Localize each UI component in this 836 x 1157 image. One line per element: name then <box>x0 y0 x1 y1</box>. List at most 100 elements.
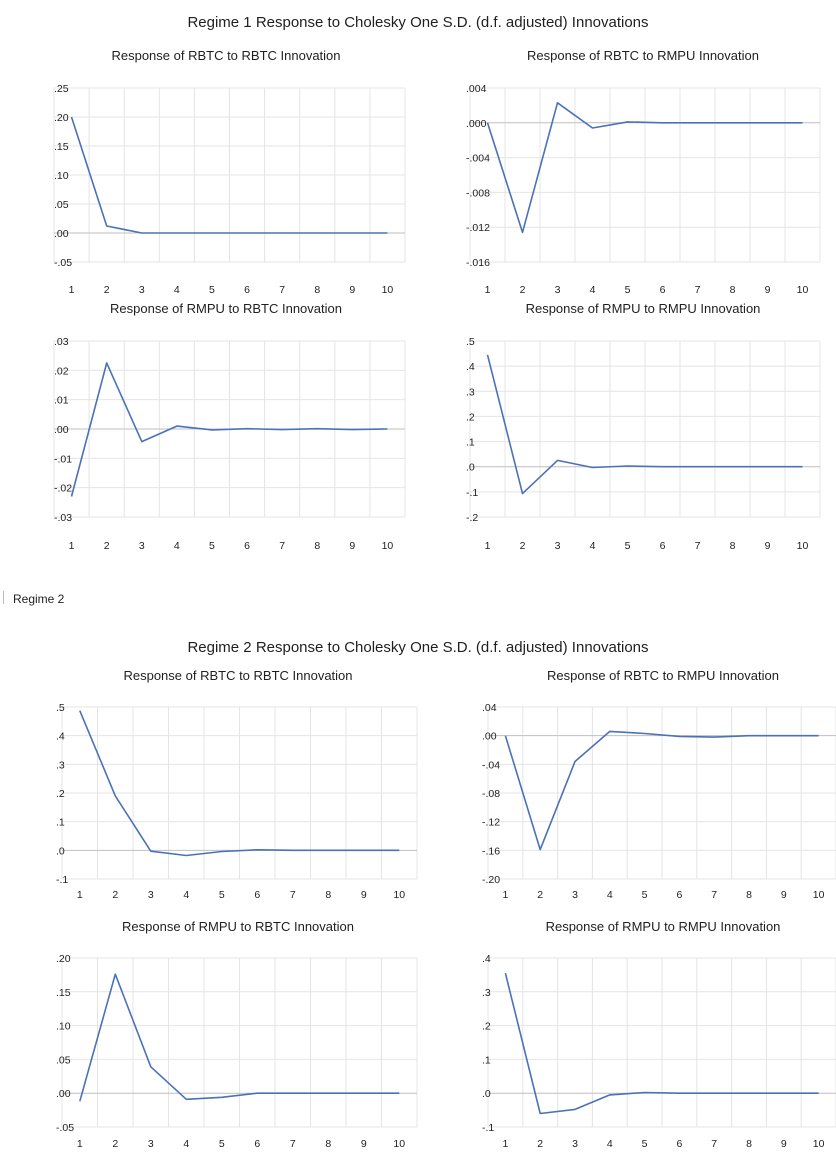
x-tick-label: 7 <box>711 889 717 901</box>
x-tick-label: 8 <box>730 284 736 296</box>
x-tick-label: 6 <box>254 889 260 901</box>
x-tick-label: 3 <box>139 540 145 552</box>
y-tick-label: .5 <box>56 702 65 714</box>
x-tick-label: 3 <box>139 284 145 296</box>
series-line <box>79 710 400 857</box>
x-tick-label: 3 <box>148 1138 154 1150</box>
x-tick-label: 9 <box>361 1138 367 1150</box>
y-tick-label: .3 <box>466 386 475 398</box>
series-line <box>79 973 400 1102</box>
x-tick-label: 1 <box>69 540 75 552</box>
x-tick-label: 10 <box>393 889 405 901</box>
y-tick-label: .20 <box>56 953 71 965</box>
x-tick-label: 9 <box>349 284 355 296</box>
y-tick-label: .00 <box>54 228 69 240</box>
series-line <box>70 362 388 497</box>
y-tick-label: .10 <box>56 1021 71 1033</box>
chart-title: Response of RMPU to RMPU Innovation <box>526 301 761 316</box>
x-tick-label: 10 <box>382 540 394 552</box>
x-tick-label: 10 <box>813 1138 825 1150</box>
y-tick-label: .10 <box>54 170 69 182</box>
chart-panel: Response of RBTC to RMPU Innovation .004.… <box>466 48 821 296</box>
x-tick-label: 10 <box>797 284 809 296</box>
y-tick-label: .2 <box>466 411 475 423</box>
regime2-title: Regime 2 Response to Cholesky One S.D. (… <box>187 639 648 656</box>
x-tick-label: 7 <box>279 284 285 296</box>
x-tick-label: 2 <box>104 540 110 552</box>
x-tick-label: 2 <box>520 284 526 296</box>
y-tick-label: .02 <box>54 365 69 377</box>
x-tick-label: 10 <box>797 540 809 552</box>
x-tick-label: 3 <box>555 284 561 296</box>
x-tick-label: 4 <box>590 540 596 552</box>
chart-title: Response of RBTC to RMPU Innovation <box>547 668 779 683</box>
x-tick-label: 7 <box>711 1138 717 1150</box>
y-tick-label: .05 <box>54 199 69 211</box>
y-tick-label: -.016 <box>466 257 490 269</box>
x-tick-label: 10 <box>393 1138 405 1150</box>
y-tick-label: .3 <box>56 759 65 771</box>
y-tick-label: .05 <box>56 1054 71 1066</box>
y-tick-label: -.1 <box>482 1122 494 1134</box>
y-tick-label: .04 <box>482 702 497 714</box>
chart-title: Response of RBTC to RBTC Innovation <box>111 48 340 63</box>
x-tick-label: 9 <box>349 540 355 552</box>
x-tick-label: 6 <box>254 1138 260 1150</box>
x-tick-label: 9 <box>765 540 771 552</box>
y-tick-label: .4 <box>56 731 65 743</box>
x-tick-label: 4 <box>183 1138 189 1150</box>
y-tick-label: .1 <box>482 1054 491 1066</box>
series-line <box>504 730 819 851</box>
chart-title: Response of RMPU to RBTC Innovation <box>110 301 342 316</box>
x-tick-label: 5 <box>642 1138 648 1150</box>
x-tick-label: 2 <box>537 889 543 901</box>
chart-panel: Response of RMPU to RMPU Innovation .4 .3.… <box>482 919 836 1150</box>
x-tick-label: 6 <box>676 889 682 901</box>
y-tick-label: .4 <box>482 953 491 965</box>
x-tick-label: 5 <box>625 540 631 552</box>
y-tick-label: .1 <box>56 817 65 829</box>
x-tick-label: 1 <box>502 1138 508 1150</box>
x-tick-label: 7 <box>695 284 701 296</box>
x-tick-label: 5 <box>219 889 225 901</box>
y-tick-label: -.2 <box>466 512 478 524</box>
x-tick-label: 5 <box>642 889 648 901</box>
x-tick-label: 4 <box>183 889 189 901</box>
y-tick-label: -.03 <box>54 512 72 524</box>
charts-container: Response of RBTC to RBTC Innovation .2 5 .2… <box>53 48 836 1150</box>
x-tick-label: 7 <box>695 540 701 552</box>
chart-panel: Response of RBTC to RBTC Innovation .5 .4.… <box>56 668 418 901</box>
x-tick-label: 1 <box>485 540 491 552</box>
chart-panel: Response of RMPU to RBTC Innovation .03 .0… <box>53 301 406 552</box>
y-tick-label: .20 <box>54 112 69 124</box>
x-tick-label: 6 <box>660 540 666 552</box>
x-tick-label: 8 <box>325 1138 331 1150</box>
y-tick-label: .2 <box>56 788 65 800</box>
y-tick-label: -.12 <box>482 817 500 829</box>
x-tick-label: 2 <box>104 284 110 296</box>
x-tick-label: 8 <box>314 284 320 296</box>
y-tick-label: .15 <box>56 987 71 999</box>
chart-panel: Response of RBTC to RBTC Innovation .25 .2… <box>53 48 406 296</box>
x-tick-label: 4 <box>590 284 596 296</box>
chart-panel: Response of RMPU to RBTC Innovation .20 .1… <box>56 919 418 1150</box>
chart-panel: Response of RMPU to RMPU Innovation .5 .4.… <box>466 301 821 552</box>
y-tick-label: .5 <box>466 336 475 348</box>
x-tick-label: 4 <box>607 1138 613 1150</box>
x-tick-label: 5 <box>625 284 631 296</box>
x-tick-label: 2 <box>537 1138 543 1150</box>
y-tick-label: .0 <box>466 462 475 474</box>
x-tick-label: 9 <box>781 889 787 901</box>
x-tick-label: 5 <box>219 1138 225 1150</box>
y-tick-label: -.04 <box>482 759 500 771</box>
series-line <box>504 973 819 1115</box>
y-tick-label: .004 <box>466 83 487 95</box>
y-tick-label: .15 <box>54 141 69 153</box>
x-tick-label: 3 <box>572 1138 578 1150</box>
x-tick-label: 8 <box>325 889 331 901</box>
y-tick-label: -.05 <box>56 1122 74 1134</box>
y-tick-label: .00 <box>54 424 69 436</box>
x-tick-label: 8 <box>730 540 736 552</box>
y-tick-label: .00 <box>56 1088 71 1100</box>
regime2-note: Regime 2 <box>13 592 65 606</box>
